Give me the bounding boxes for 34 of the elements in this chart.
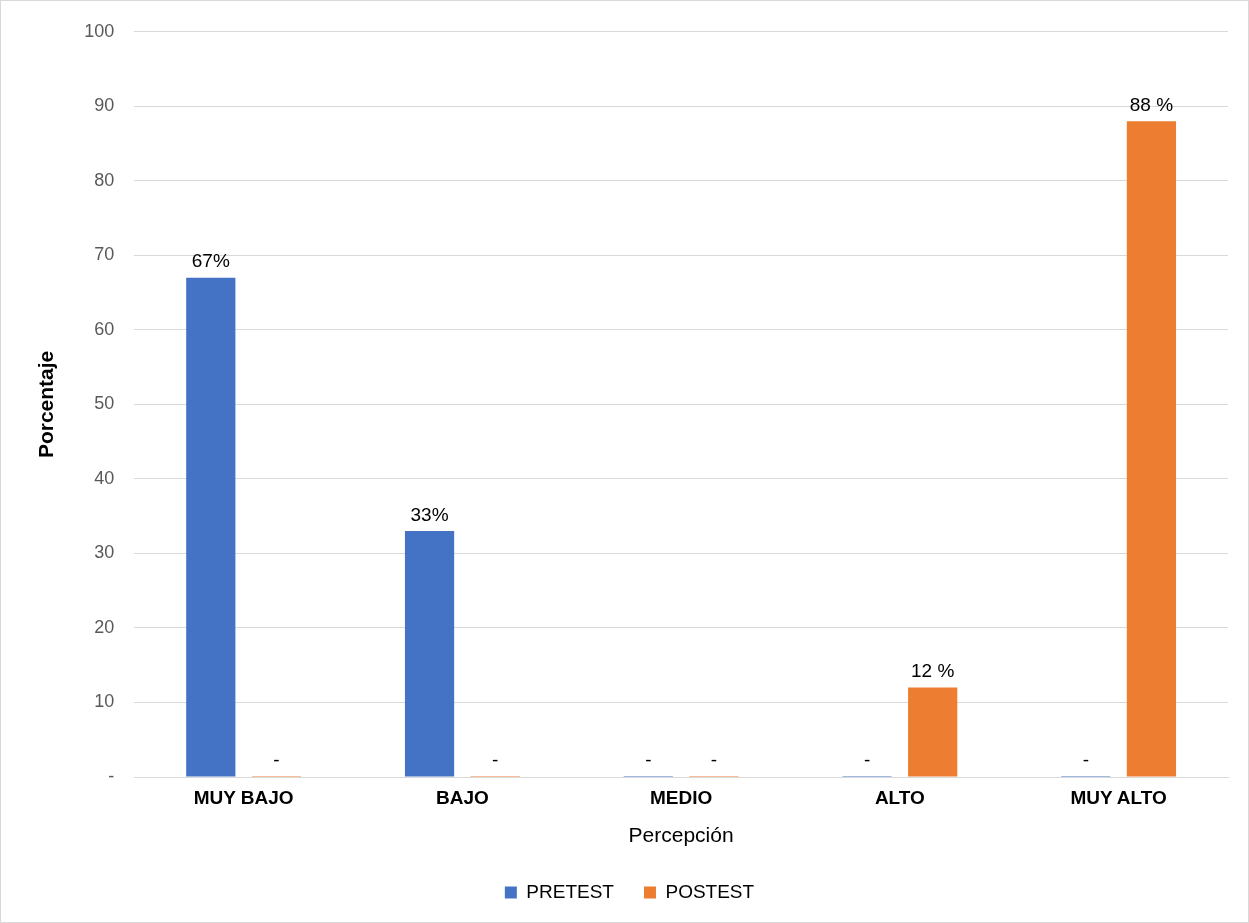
- data-label: -: [492, 748, 499, 770]
- y-tick-label: 40: [94, 467, 115, 488]
- data-label: 88 %: [1129, 93, 1174, 115]
- x-tick-label: MUY BAJO: [193, 786, 294, 808]
- y-tick-label: 50: [94, 393, 115, 414]
- y-tick-label: 20: [94, 616, 115, 637]
- data-label: 33%: [410, 503, 449, 525]
- y-axis-title: Porcentaje: [34, 350, 58, 459]
- data-label: 67%: [191, 250, 230, 272]
- data-label: -: [863, 748, 871, 770]
- y-tick-label: 90: [94, 95, 115, 116]
- y-tick-label: 10: [94, 691, 115, 712]
- y-tick-label: 70: [94, 244, 115, 265]
- y-tick-label: 100: [84, 20, 115, 41]
- data-label: 12 %: [911, 660, 955, 682]
- data-label: -: [273, 748, 280, 770]
- x-tick-label: MUY ALTO: [1070, 786, 1167, 808]
- data-label: -: [710, 748, 718, 770]
- legend-label: POSTEST: [665, 880, 755, 902]
- x-tick-label: ALTO: [874, 786, 925, 808]
- x-axis-title: Percepción: [628, 823, 734, 847]
- x-tick-label: BAJO: [435, 786, 489, 808]
- bar: [404, 531, 455, 777]
- bar: [908, 687, 958, 777]
- data-label: -: [1082, 748, 1089, 770]
- x-tick-label: MEDIO: [649, 786, 713, 808]
- bar: [186, 277, 236, 777]
- legend-label: PRETEST: [526, 880, 615, 902]
- bar: [1126, 121, 1177, 777]
- y-tick-label: 30: [94, 542, 115, 563]
- data-label: -: [645, 748, 652, 770]
- y-tick-label: 60: [94, 318, 115, 339]
- y-tick-label: -: [108, 765, 115, 786]
- y-tick-label: 80: [94, 169, 115, 190]
